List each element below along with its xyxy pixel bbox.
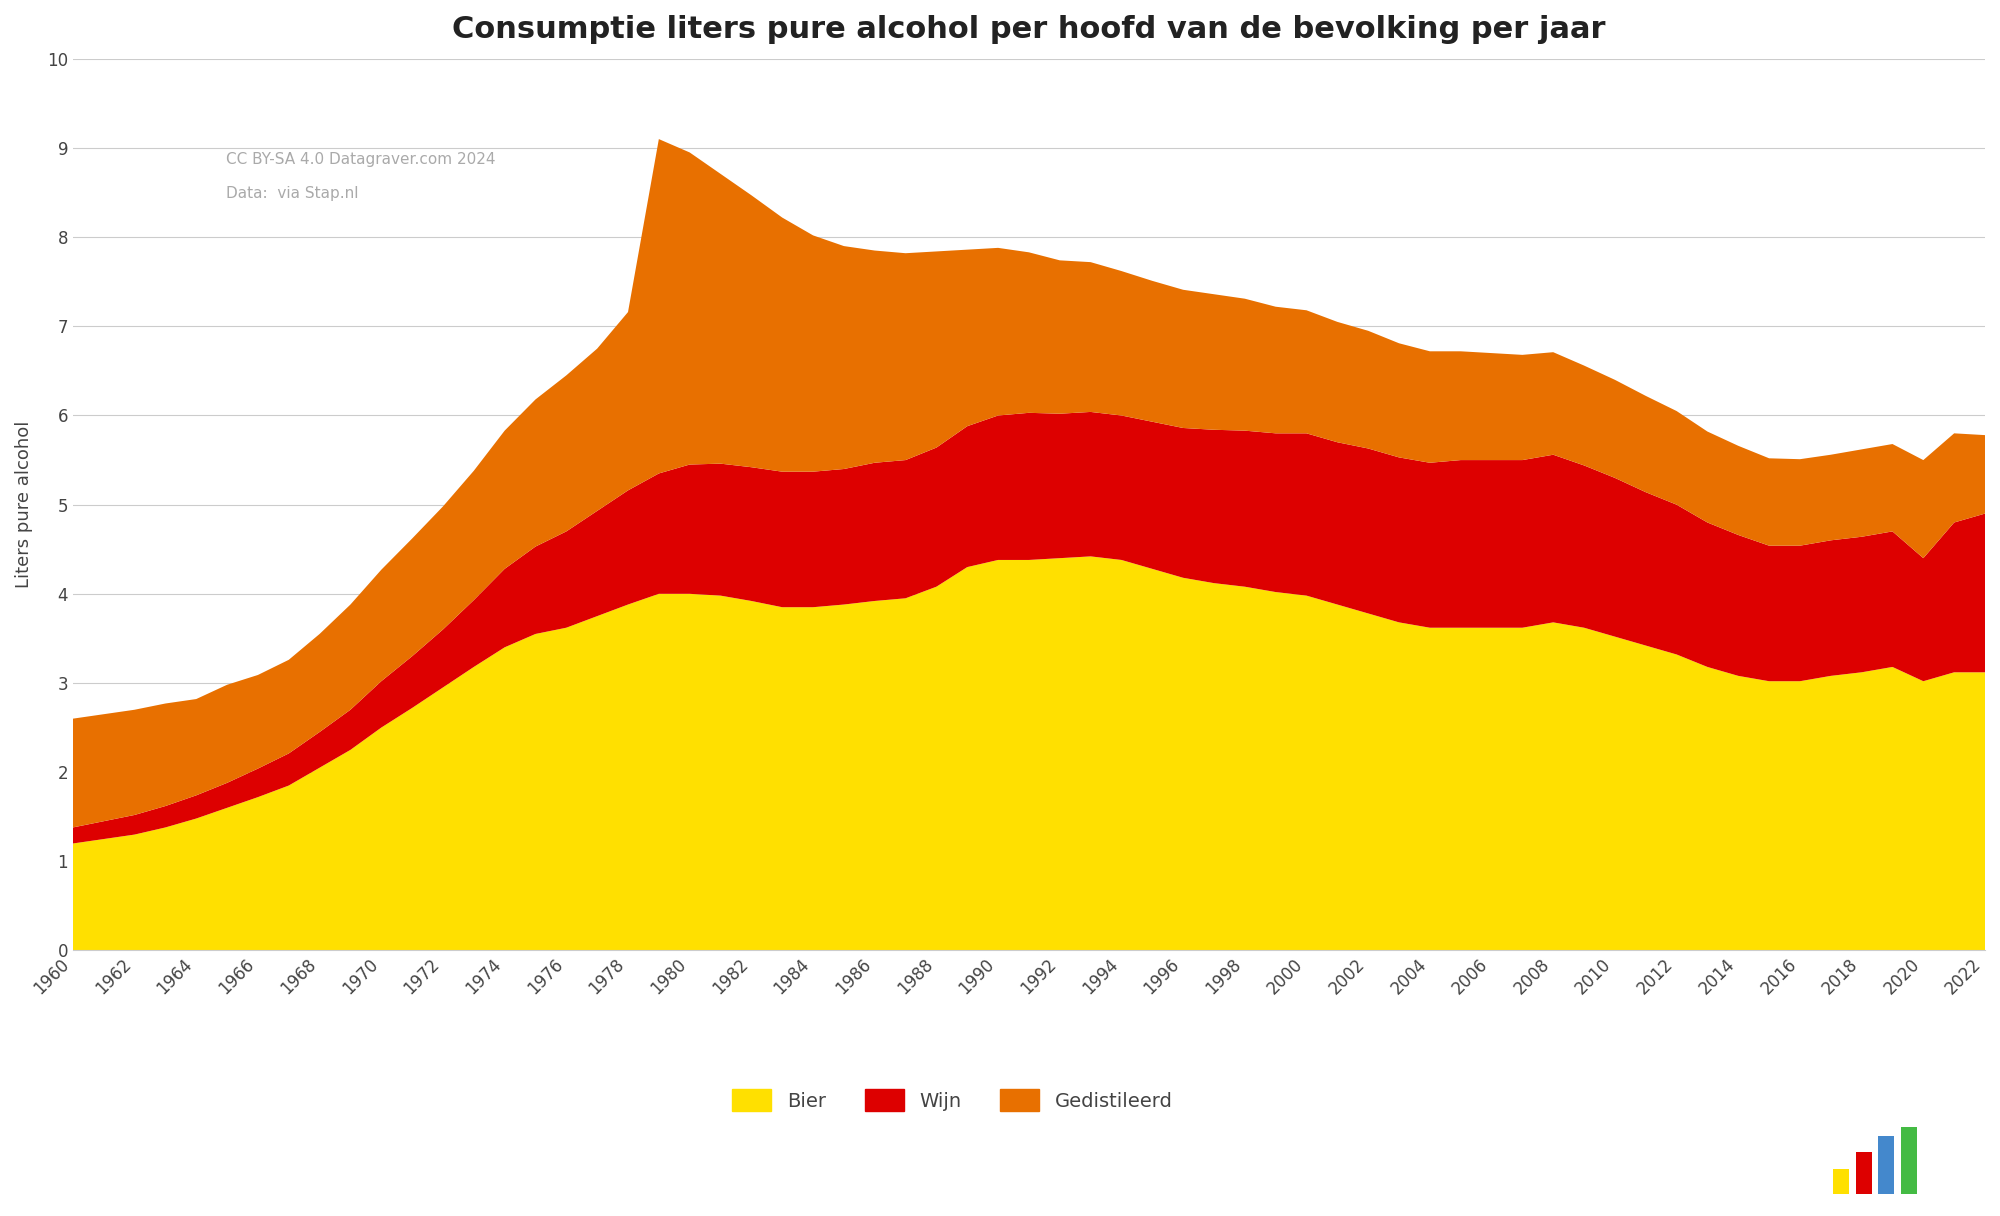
Bar <box>1900 1127 1916 1194</box>
Text: CC BY-SA 4.0 Datagraver.com 2024: CC BY-SA 4.0 Datagraver.com 2024 <box>226 152 496 168</box>
Y-axis label: Liters pure alcohol: Liters pure alcohol <box>16 421 34 589</box>
Bar <box>1856 1153 1872 1194</box>
Legend: Bier, Wijn, Gedistileerd: Bier, Wijn, Gedistileerd <box>724 1081 1180 1119</box>
Bar <box>1878 1136 1894 1194</box>
Bar <box>1834 1169 1850 1194</box>
Title: Consumptie liters pure alcohol per hoofd van de bevolking per jaar: Consumptie liters pure alcohol per hoofd… <box>452 15 1606 44</box>
Text: Data:  via Stap.nl: Data: via Stap.nl <box>226 186 358 202</box>
